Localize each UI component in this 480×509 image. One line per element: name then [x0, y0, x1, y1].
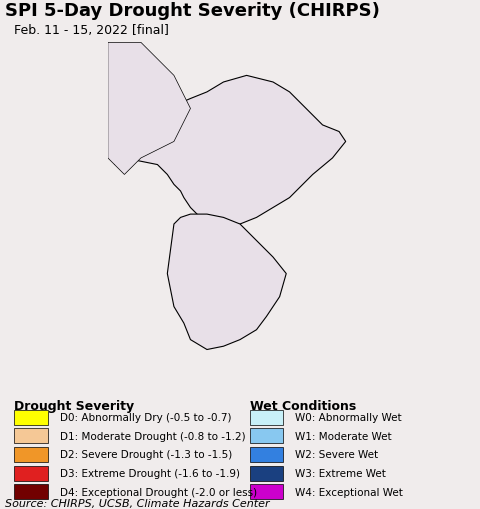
Text: D1: Moderate Drought (-0.8 to -1.2): D1: Moderate Drought (-0.8 to -1.2) [60, 431, 246, 441]
Text: Wet Conditions: Wet Conditions [250, 399, 356, 412]
Polygon shape [115, 76, 346, 231]
Text: D4: Exceptional Drought (-2.0 or less): D4: Exceptional Drought (-2.0 or less) [60, 487, 257, 497]
Text: D0: Abnormally Dry (-0.5 to -0.7): D0: Abnormally Dry (-0.5 to -0.7) [60, 412, 231, 422]
Text: D3: Extreme Drought (-1.6 to -1.9): D3: Extreme Drought (-1.6 to -1.9) [60, 468, 240, 478]
Text: W1: Moderate Wet: W1: Moderate Wet [295, 431, 392, 441]
Polygon shape [108, 43, 191, 175]
FancyBboxPatch shape [250, 447, 283, 462]
Text: SPI 5-Day Drought Severity (CHIRPS): SPI 5-Day Drought Severity (CHIRPS) [5, 2, 380, 20]
Text: W0: Abnormally Wet: W0: Abnormally Wet [295, 412, 402, 422]
FancyBboxPatch shape [14, 447, 48, 462]
Text: W2: Severe Wet: W2: Severe Wet [295, 449, 378, 460]
Text: Source: CHIRPS, UCSB, Climate Hazards Center: Source: CHIRPS, UCSB, Climate Hazards Ce… [5, 498, 269, 508]
FancyBboxPatch shape [14, 484, 48, 499]
Text: Feb. 11 - 15, 2022 [final]: Feb. 11 - 15, 2022 [final] [14, 24, 169, 37]
FancyBboxPatch shape [250, 429, 283, 443]
FancyBboxPatch shape [14, 466, 48, 480]
Text: W4: Exceptional Wet: W4: Exceptional Wet [295, 487, 403, 497]
FancyBboxPatch shape [14, 429, 48, 443]
Text: W3: Extreme Wet: W3: Extreme Wet [295, 468, 386, 478]
FancyBboxPatch shape [250, 484, 283, 499]
FancyBboxPatch shape [250, 410, 283, 425]
Text: D2: Severe Drought (-1.3 to -1.5): D2: Severe Drought (-1.3 to -1.5) [60, 449, 232, 460]
FancyBboxPatch shape [250, 466, 283, 480]
Polygon shape [168, 215, 286, 350]
FancyBboxPatch shape [14, 410, 48, 425]
Text: Drought Severity: Drought Severity [14, 399, 134, 412]
